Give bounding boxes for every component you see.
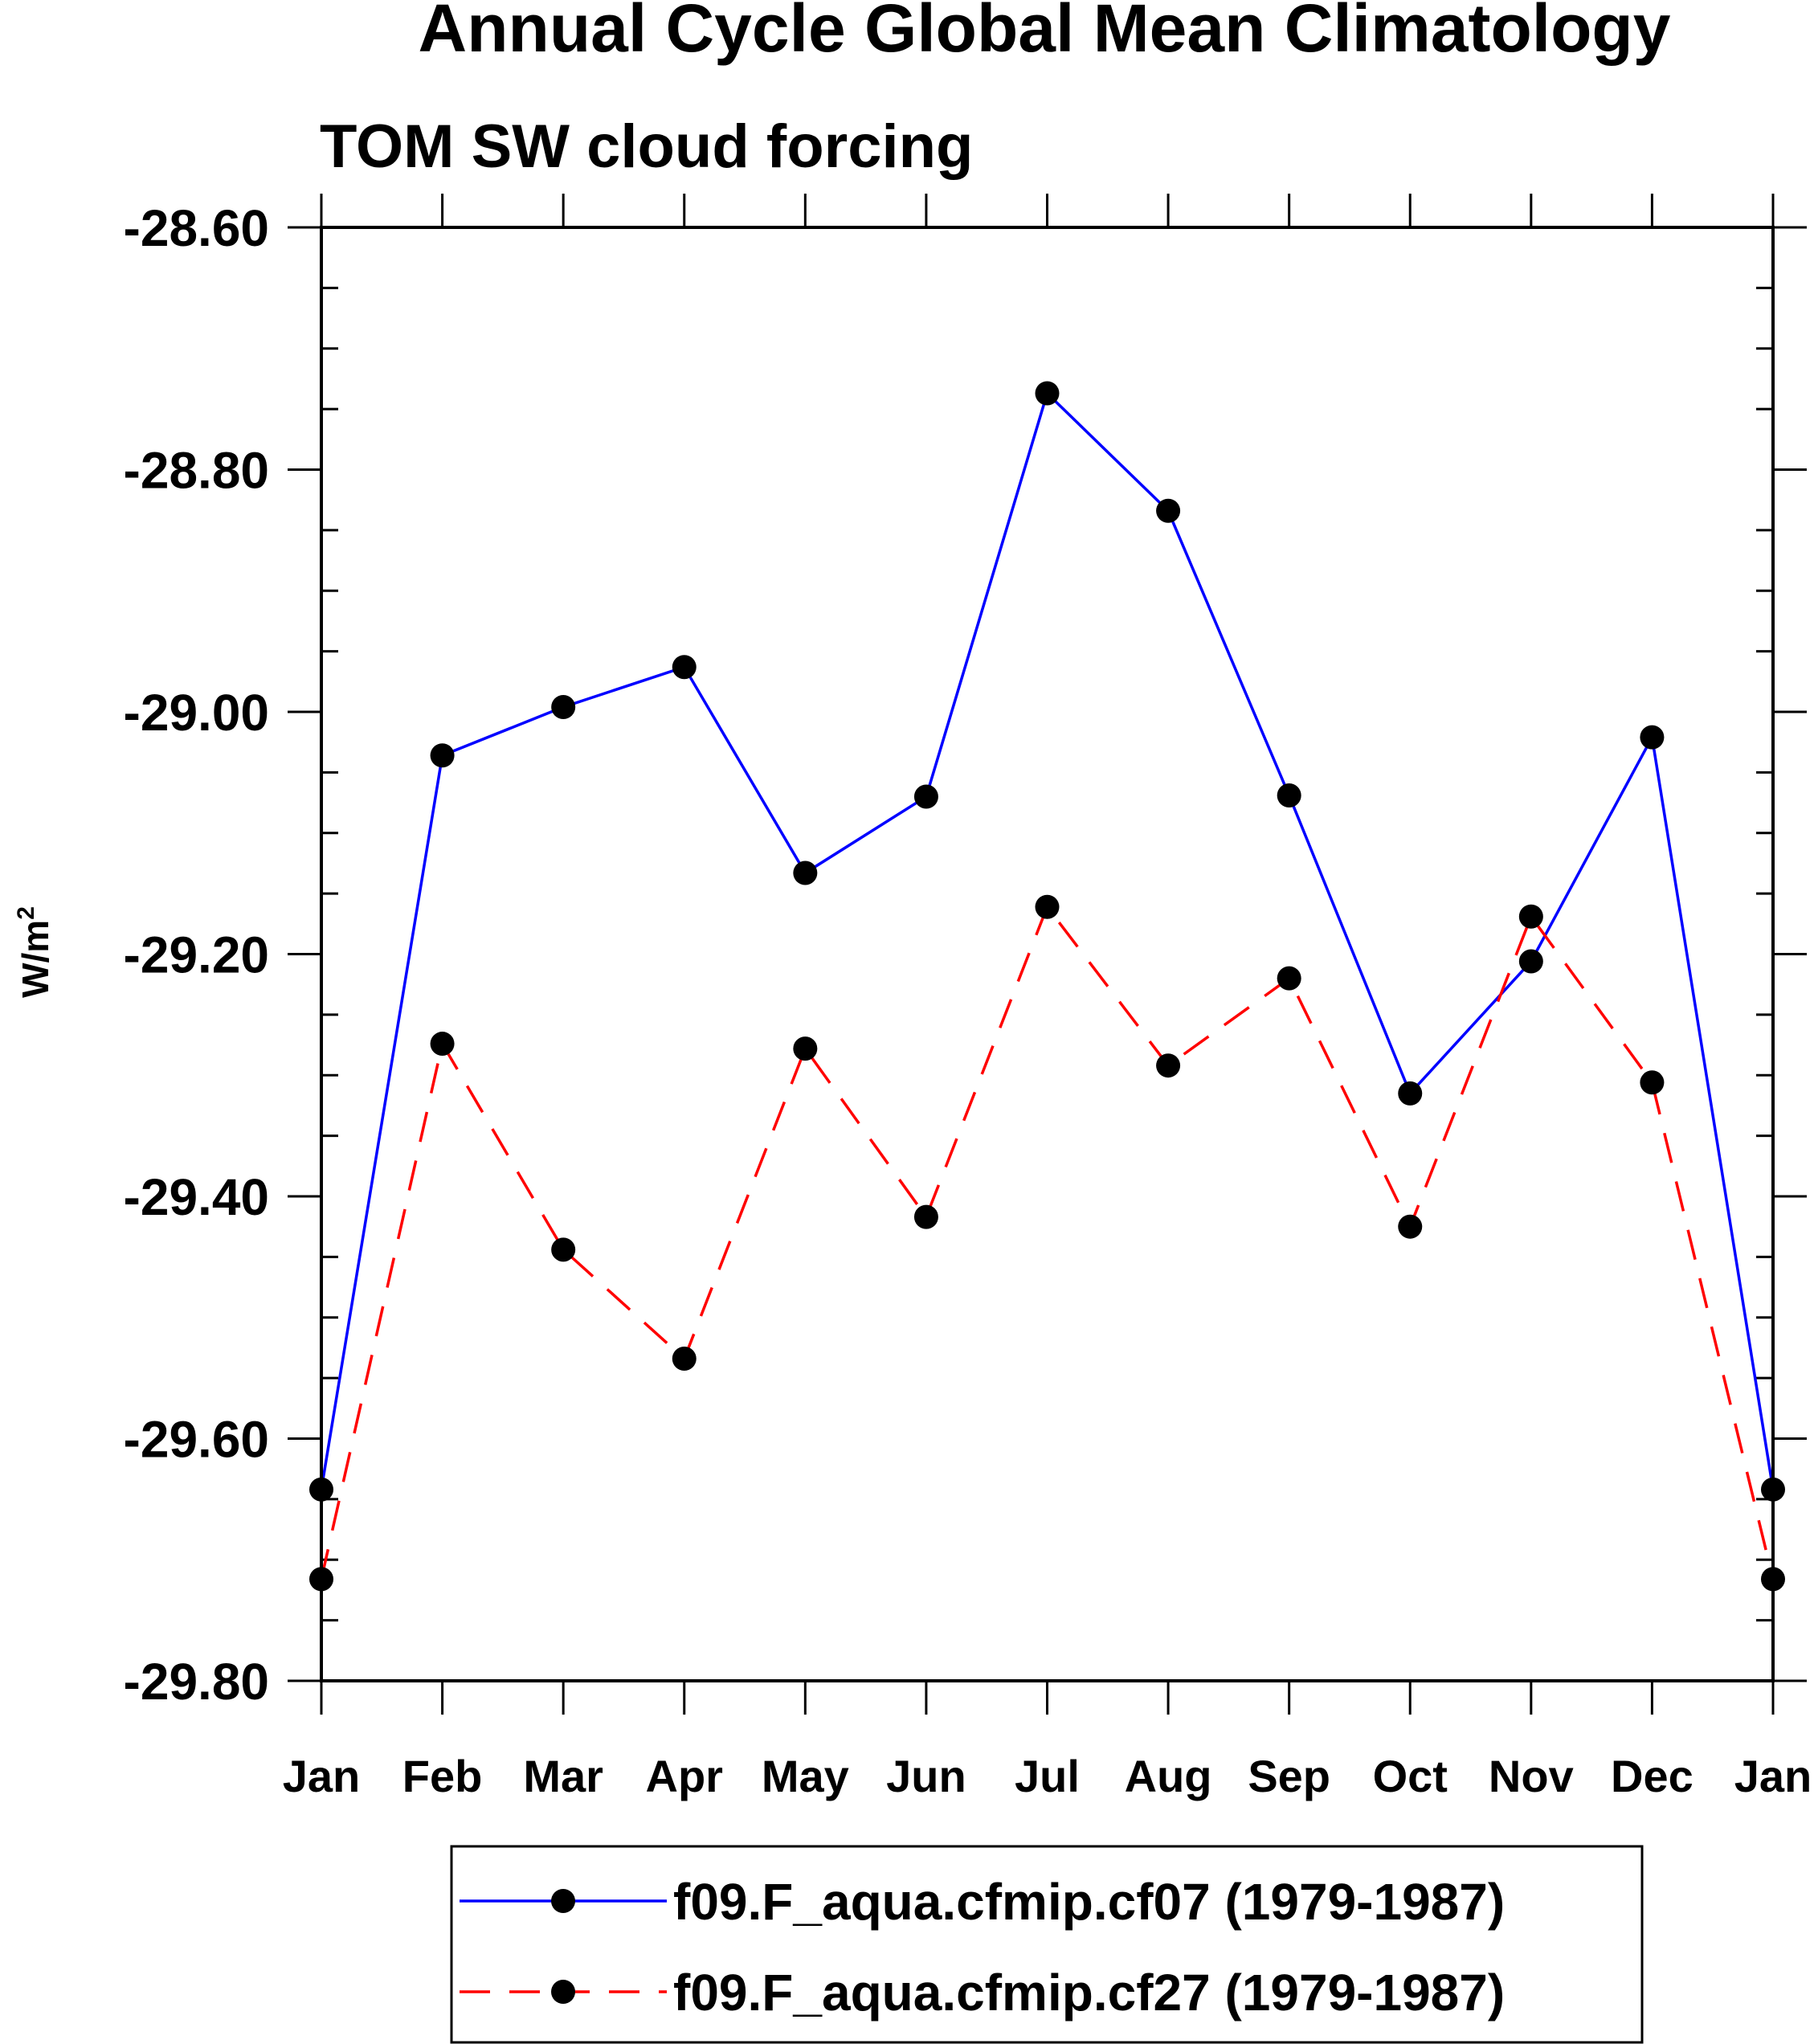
data-point bbox=[551, 1237, 576, 1262]
data-point bbox=[430, 743, 455, 768]
x-tick-label: Jun bbox=[886, 1751, 966, 1801]
x-tick-label: Nov bbox=[1489, 1751, 1574, 1801]
data-point bbox=[551, 694, 576, 719]
data-point bbox=[1518, 904, 1543, 929]
x-tick-label: Sep bbox=[1248, 1751, 1330, 1801]
data-point bbox=[1277, 966, 1301, 991]
legend-item-1: f09.F_aqua.cfmip.cf07 (1979-1987) bbox=[460, 1873, 1505, 1931]
series-line bbox=[320, 904, 1775, 1580]
y-tick-label: -29.00 bbox=[124, 684, 269, 742]
data-point bbox=[1518, 949, 1543, 974]
data-point bbox=[1277, 783, 1301, 808]
y-axis-label: W/m2 bbox=[13, 906, 56, 998]
axis-ticks bbox=[288, 194, 1807, 1715]
y-tick-label: -29.40 bbox=[124, 1168, 269, 1226]
series-line bbox=[320, 390, 1775, 1490]
x-tick-label: Apr bbox=[646, 1751, 723, 1801]
x-tick-label: May bbox=[762, 1751, 849, 1801]
legend-marker bbox=[551, 1889, 575, 1913]
data-series bbox=[309, 381, 1785, 1592]
y-tick-label: -29.60 bbox=[124, 1411, 269, 1469]
data-point bbox=[1398, 1214, 1423, 1239]
series-2 bbox=[309, 894, 1785, 1592]
chart-title: Annual Cycle Global Mean Climatology bbox=[419, 0, 1671, 66]
legend-box bbox=[450, 1845, 1644, 2044]
plot-frame bbox=[320, 226, 1775, 1682]
y-axis-label-superscript: 2 bbox=[13, 906, 39, 920]
data-point bbox=[1035, 381, 1060, 406]
legend: f09.F_aqua.cfmip.cf07 (1979-1987) f09.F_a… bbox=[460, 1873, 1505, 2022]
x-tick-label: Feb bbox=[402, 1751, 483, 1801]
data-point bbox=[672, 655, 697, 680]
data-point bbox=[1640, 725, 1665, 750]
y-tick-label: -29.20 bbox=[124, 926, 269, 984]
data-point bbox=[913, 784, 938, 809]
data-point bbox=[430, 1032, 455, 1057]
data-point bbox=[672, 1347, 697, 1372]
y-tick-label: -28.80 bbox=[124, 442, 269, 500]
x-tick-label: Oct bbox=[1373, 1751, 1448, 1801]
x-tick-label: Jan bbox=[283, 1751, 361, 1801]
y-tick-labels: -28.60 -28.80 -29.00 -29.20 -29.40 -29.60 -29.… bbox=[124, 199, 269, 1711]
x-tick-label: Jul bbox=[1015, 1751, 1080, 1801]
data-point bbox=[1156, 498, 1181, 523]
data-point bbox=[793, 1036, 818, 1061]
x-tick-label: Aug bbox=[1125, 1751, 1212, 1801]
x-tick-labels: Jan Feb Mar Apr May Jun Jul Aug Sep Oct Nov Dec Jan bbox=[283, 1751, 1812, 1801]
svg-text:W/m2: W/m2 bbox=[13, 906, 56, 998]
x-tick-label: Dec bbox=[1611, 1751, 1693, 1801]
x-tick-label: Mar bbox=[523, 1751, 603, 1801]
x-tick-label: Jan bbox=[1734, 1751, 1812, 1801]
y-tick-label: -28.60 bbox=[124, 199, 269, 257]
legend-item-2: f09.F_aqua.cfmip.cf27 (1979-1987) bbox=[460, 1964, 1505, 2022]
legend-label: f09.F_aqua.cfmip.cf07 (1979-1987) bbox=[673, 1873, 1505, 1931]
series-1 bbox=[309, 381, 1785, 1502]
legend-label: f09.F_aqua.cfmip.cf27 (1979-1987) bbox=[673, 1964, 1505, 2022]
data-point bbox=[1640, 1070, 1665, 1095]
data-point bbox=[1156, 1053, 1181, 1078]
y-axis-label-text: W/m bbox=[14, 920, 56, 998]
data-point bbox=[913, 1204, 938, 1229]
data-point bbox=[1035, 894, 1060, 919]
data-point bbox=[1398, 1081, 1423, 1106]
legend-marker bbox=[551, 1980, 575, 2004]
data-point bbox=[793, 861, 818, 885]
chart-subtitle: TOM SW cloud forcing bbox=[320, 112, 973, 181]
y-tick-label: -29.80 bbox=[124, 1653, 269, 1711]
